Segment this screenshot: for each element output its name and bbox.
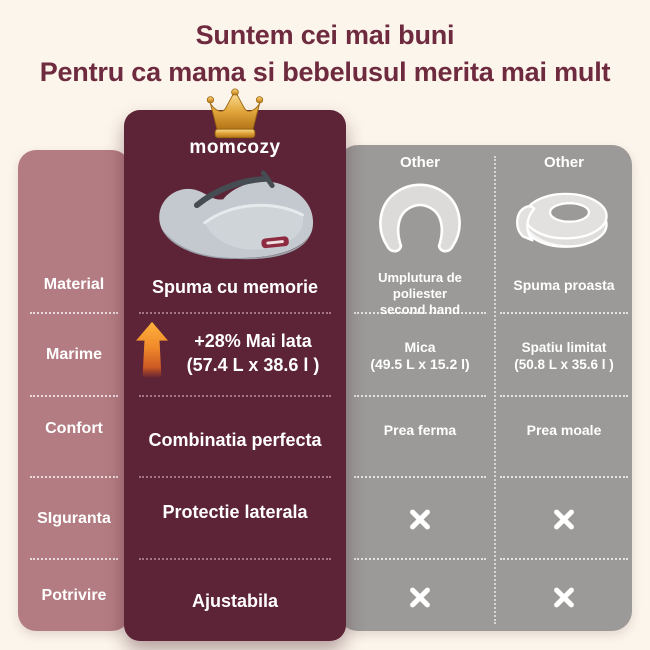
momcozy-logo: momcozy	[189, 137, 281, 158]
momcozy-siguranta-cell: Protectie laterala	[162, 502, 308, 522]
momcozy-marime-line1: +28% Mai lata	[194, 331, 312, 351]
momcozy-confort-cell: Combinatia perfecta	[148, 430, 322, 450]
other1-marime-line2: (49.5 L x 15.2 l)	[370, 356, 470, 372]
divider	[354, 312, 486, 314]
momcozy-marime-cell: +28% Mai lata (57.4 L x 38.6 l )	[168, 329, 338, 377]
column-divider	[494, 156, 496, 624]
momcozy-material-cell: Spuma cu memorie	[151, 277, 319, 297]
other1-header: Other	[399, 154, 440, 171]
divider	[139, 476, 331, 478]
row-label-potrivire: Potrivire	[41, 587, 107, 604]
divider	[30, 558, 118, 560]
divider	[139, 312, 331, 314]
other2-confort-cell: Prea moale	[526, 422, 602, 438]
other1-marime-cell: Mica (49.5 L x 15.2 l)	[350, 339, 490, 373]
row-label-confort: Confort	[45, 420, 103, 437]
x-icon	[408, 585, 432, 609]
title-line-1: Suntem cei mai buni	[195, 20, 455, 50]
title-line-2: Pentru ca mama si bebelusul merita mai m…	[39, 57, 611, 87]
divider	[500, 312, 628, 314]
row-labels-panel: Material Marime Confort SIguranta Potriv…	[18, 150, 130, 631]
divider	[30, 476, 118, 478]
divider	[30, 312, 118, 314]
row-label-marime: Marime	[45, 346, 103, 363]
momcozy-potrivire-cell: Ajustabila	[191, 591, 279, 611]
divider	[354, 476, 486, 478]
page-title: Suntem cei mai buni Pentru ca mama si be…	[0, 17, 650, 91]
other1-marime-line1: Mica	[404, 339, 436, 355]
divider	[30, 395, 118, 397]
other2-marime-line1: Spatiu limitat	[521, 340, 607, 355]
other2-material-cell: Spuma proasta	[513, 277, 615, 293]
row-label-material: Material	[43, 276, 105, 293]
divider	[500, 476, 628, 478]
momcozy-marime-line2: (57.4 L x 38.6 l )	[186, 355, 320, 375]
x-icon	[408, 507, 432, 531]
other1-material-cell: Umplutura de poliester second hand	[350, 270, 490, 318]
divider	[139, 395, 331, 397]
c-shaped-pillow-icon	[512, 180, 614, 256]
u-shaped-pillow-icon	[372, 177, 468, 259]
divider	[354, 558, 486, 560]
momcozy-column: momcozy Spuma cu memorie	[124, 88, 346, 641]
other2-marime-line2: (50.8 L x 35.6 l )	[514, 357, 614, 372]
other1-material-line2: second hand	[379, 302, 461, 317]
divider	[139, 558, 331, 560]
other2-marime-cell: Spatiu limitat (50.8 L x 35.6 l )	[500, 339, 628, 373]
crown-icon	[201, 85, 269, 143]
other1-material-line1: Umplutura de poliester	[378, 270, 462, 301]
divider	[354, 395, 486, 397]
other2-header: Other	[543, 154, 584, 171]
x-icon	[552, 507, 576, 531]
up-arrow-icon	[136, 320, 168, 382]
divider	[500, 558, 628, 560]
momcozy-pillow-image	[148, 160, 324, 263]
x-icon	[552, 585, 576, 609]
other1-confort-cell: Prea ferma	[383, 422, 457, 438]
divider	[500, 395, 628, 397]
row-label-siguranta: SIguranta	[37, 510, 111, 527]
